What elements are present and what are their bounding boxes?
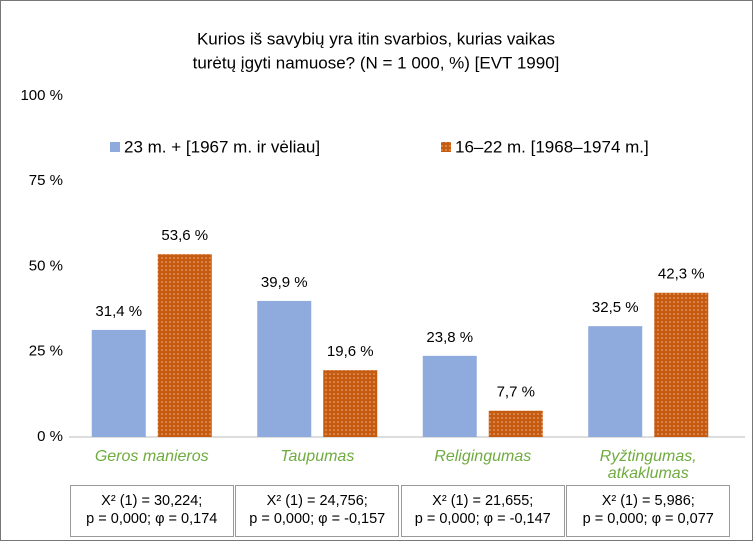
x-tick-label-box: Ryžtingumas, atkaklumas (599, 448, 697, 482)
y-tick-label: 25 % (29, 343, 63, 360)
stat-line: X² (1) = 21,655; (432, 493, 534, 509)
stat-box-content: X² (1) = 30,224; p = 0,000; φ = 0,174 (69, 485, 234, 537)
y-tick-label: 50 % (29, 257, 63, 274)
data-label: 32,5 % (592, 299, 639, 316)
x-tick-label: Taupumas (280, 448, 355, 465)
x-tick-label: Geros manieros (94, 448, 209, 465)
legend-label: 23 m. + [1967 m. ir vėliau] (124, 137, 320, 156)
stat-box: X² (1) = 30,224; p = 0,000; φ = 0,174 (69, 485, 234, 537)
x-tick-label-box: Taupumas (280, 448, 355, 465)
stat-line: p = 0,000; φ = 0,174 (86, 511, 218, 527)
y-tick-label: 75 % (29, 172, 63, 189)
stat-line: p = 0,000; φ = 0,077 (582, 511, 714, 527)
stat-line: X² (1) = 24,756; (266, 493, 368, 509)
bar (157, 254, 212, 437)
chart-title: Kurios iš savybių yra itin svarbios, kur… (197, 29, 555, 48)
stat-line: p = 0,000; φ = -0,147 (414, 511, 551, 527)
legend-swatch (110, 142, 120, 152)
x-tick-label-box: Religingumas (434, 448, 532, 465)
stat-line: X² (1) = 5,986; (601, 493, 695, 509)
x-tick-label: Ryžtingumas, atkaklumas (599, 448, 697, 482)
data-label: 23,8 % (426, 329, 473, 346)
stat-box: X² (1) = 5,986; p = 0,000; φ = 0,077 (566, 485, 731, 537)
bar (654, 292, 709, 437)
x-tick-label-box: Geros manieros (94, 448, 209, 465)
stat-line: p = 0,000; φ = -0,157 (249, 511, 386, 527)
data-label: 39,9 % (261, 274, 308, 291)
y-tick-label: 100 % (20, 87, 63, 104)
legend-label: 16–22 m. [1968–1974 m.] (455, 137, 649, 156)
stat-box-content: X² (1) = 5,986; p = 0,000; φ = 0,077 (566, 485, 731, 537)
bar (488, 410, 543, 437)
x-tick-label: Religingumas (434, 448, 532, 465)
stat-box: X² (1) = 24,756; p = 0,000; φ = -0,157 (235, 485, 400, 537)
data-label: 7,7 % (497, 384, 535, 401)
bar (422, 355, 477, 437)
chart-title: turėtų įgyti namuose? (N = 1 000, %) [EV… (193, 53, 560, 72)
bar (323, 370, 378, 437)
bar (588, 326, 643, 437)
data-label: 42,3 % (658, 266, 705, 283)
stat-box-content: X² (1) = 24,756; p = 0,000; φ = -0,157 (235, 485, 400, 537)
stat-box: X² (1) = 21,655; p = 0,000; φ = -0,147 (400, 485, 565, 537)
legend-swatch (441, 142, 451, 152)
data-label: 19,6 % (327, 343, 374, 360)
bar (257, 300, 312, 437)
data-label: 53,6 % (161, 227, 208, 244)
data-label: 31,4 % (95, 303, 142, 320)
stat-line: X² (1) = 30,224; (101, 493, 203, 509)
y-tick-label: 0 % (37, 428, 63, 445)
bar (91, 329, 146, 437)
stat-box-content: X² (1) = 21,655; p = 0,000; φ = -0,147 (400, 485, 565, 537)
